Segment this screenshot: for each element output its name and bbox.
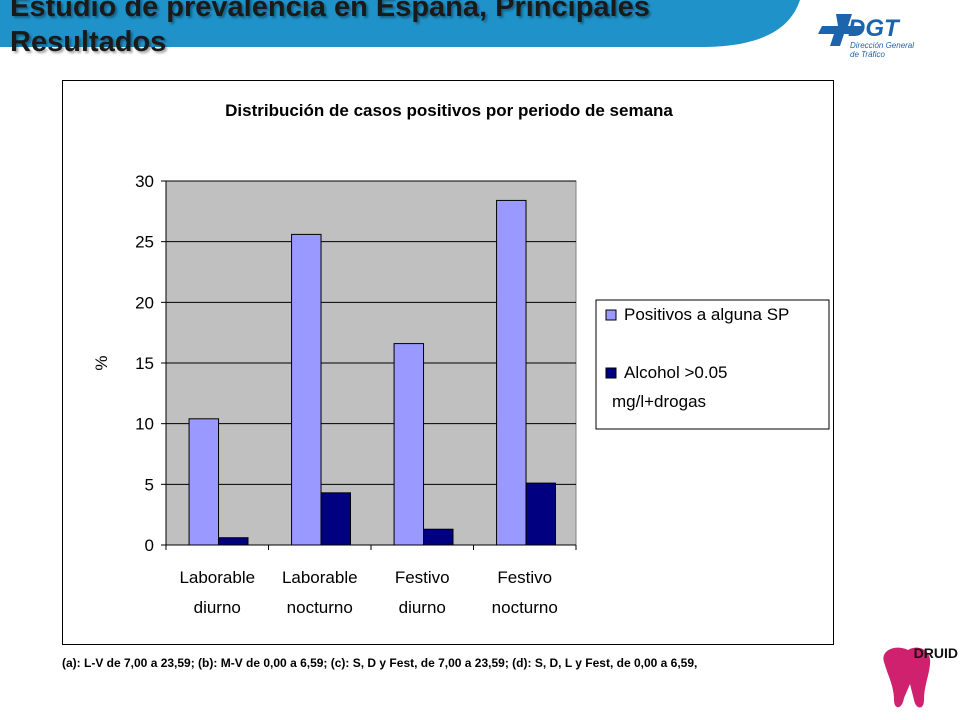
- chart-title: Distribución de casos positivos por peri…: [225, 101, 673, 120]
- footnote: (a): L-V de 7,00 a 23,59; (b): M-V de 0,…: [62, 656, 698, 670]
- x-tick-label: Laborable: [282, 568, 358, 587]
- x-tick-label: Festivo: [497, 568, 552, 587]
- dgt-cross-icon: [818, 14, 864, 46]
- bar-chart: Distribución de casos positivos por peri…: [92, 101, 830, 617]
- x-tick-label: diurno: [399, 598, 446, 617]
- druid-tooth-icon: [883, 647, 931, 708]
- banner-shape: [0, 0, 800, 47]
- legend-label: Positivos a alguna SP: [624, 305, 789, 324]
- legend-swatch: [605, 309, 617, 321]
- y-tick-labels: 0 5 10 15 20 25 30: [135, 172, 154, 555]
- bar: [291, 233, 322, 546]
- dgt-logo-subtitle-1: Dirección General: [850, 41, 914, 50]
- dgt-logo: DGT Dirección General de Tráfico: [818, 14, 914, 59]
- title-banner: [0, 0, 800, 47]
- legend: Positivos a alguna SP Alcohol >0.05 mg/l+d…: [595, 299, 830, 430]
- x-tick-label: nocturno: [492, 598, 558, 617]
- y-tick-label: 25: [135, 233, 154, 252]
- bar: [525, 482, 556, 546]
- y-tick-label: 10: [135, 415, 154, 434]
- x-tick-label: Laborable: [179, 568, 255, 587]
- bar: [393, 343, 425, 546]
- bar: [218, 537, 249, 546]
- x-tick-label: Festivo: [395, 568, 450, 587]
- legend-label: Alcohol >0.05 mg/l+drogas: [612, 363, 728, 411]
- legend-box: [595, 299, 830, 430]
- bar: [496, 199, 527, 546]
- y-tick-label: 15: [135, 354, 154, 373]
- legend-swatch: [605, 367, 617, 379]
- x-tick-labels: Laborable diurno Laborable nocturno Festivo d…: [179, 568, 557, 617]
- druid-logo-text: DRUID: [914, 645, 958, 661]
- dgt-logo-subtitle-2: de Tráfico: [850, 50, 886, 59]
- bars: [188, 199, 556, 546]
- druid-logo: DRUID: [883, 645, 958, 708]
- y-tick-label: 30: [135, 172, 154, 191]
- x-tick-label: diurno: [194, 598, 241, 617]
- y-tick-label: 0: [145, 536, 154, 555]
- bar: [320, 492, 351, 546]
- y-tick-label: 20: [135, 293, 154, 312]
- slide-title: Estudio de prevalencia en España, Princi…: [10, 0, 650, 58]
- x-tick-label: nocturno: [287, 598, 353, 617]
- y-axis-label: %: [92, 355, 111, 370]
- dgt-logo-text: DGT: [848, 15, 901, 42]
- chart-area: Distribución de casos positivos por peri…: [62, 80, 834, 645]
- bar: [188, 418, 220, 546]
- bar: [423, 528, 454, 546]
- y-tick-label: 5: [145, 475, 154, 494]
- axes: [161, 180, 577, 550]
